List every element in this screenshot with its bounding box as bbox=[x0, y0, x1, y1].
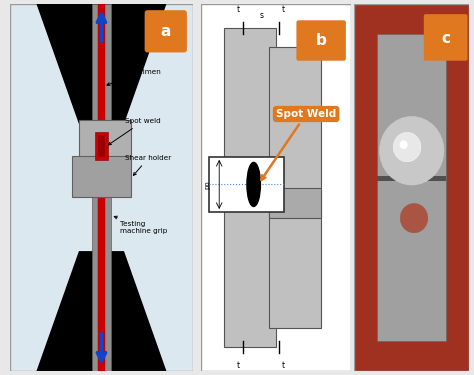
Polygon shape bbox=[37, 4, 166, 123]
Bar bbox=[92, 4, 110, 371]
Ellipse shape bbox=[393, 132, 421, 162]
Bar bbox=[224, 28, 276, 347]
Polygon shape bbox=[37, 252, 166, 371]
Bar bbox=[269, 188, 321, 218]
Text: t: t bbox=[237, 361, 240, 370]
Text: t: t bbox=[282, 361, 285, 370]
Text: b: b bbox=[316, 33, 327, 48]
Text: Spot Weld: Spot Weld bbox=[261, 109, 336, 180]
Bar bbox=[269, 46, 321, 328]
FancyBboxPatch shape bbox=[296, 20, 346, 61]
Bar bbox=[98, 135, 105, 157]
Text: Shear holder: Shear holder bbox=[125, 155, 172, 176]
Text: Testing
machine grip: Testing machine grip bbox=[114, 216, 167, 234]
Bar bbox=[95, 132, 108, 160]
Bar bbox=[72, 156, 131, 196]
Text: a: a bbox=[161, 24, 171, 39]
Ellipse shape bbox=[400, 140, 408, 149]
Bar bbox=[377, 177, 446, 182]
Bar bbox=[377, 34, 446, 340]
Text: t: t bbox=[282, 5, 285, 14]
FancyBboxPatch shape bbox=[145, 10, 187, 53]
Text: Specimen: Specimen bbox=[107, 69, 161, 86]
Text: po: po bbox=[204, 180, 210, 189]
FancyBboxPatch shape bbox=[424, 14, 467, 61]
Bar bbox=[80, 120, 131, 160]
Text: Spot weld: Spot weld bbox=[109, 118, 161, 145]
Bar bbox=[98, 4, 105, 371]
Ellipse shape bbox=[400, 203, 428, 233]
Text: s: s bbox=[259, 12, 263, 21]
Text: c: c bbox=[442, 30, 451, 45]
Bar bbox=[209, 157, 283, 212]
Text: t: t bbox=[237, 5, 240, 14]
Ellipse shape bbox=[380, 117, 444, 185]
Ellipse shape bbox=[247, 162, 260, 207]
